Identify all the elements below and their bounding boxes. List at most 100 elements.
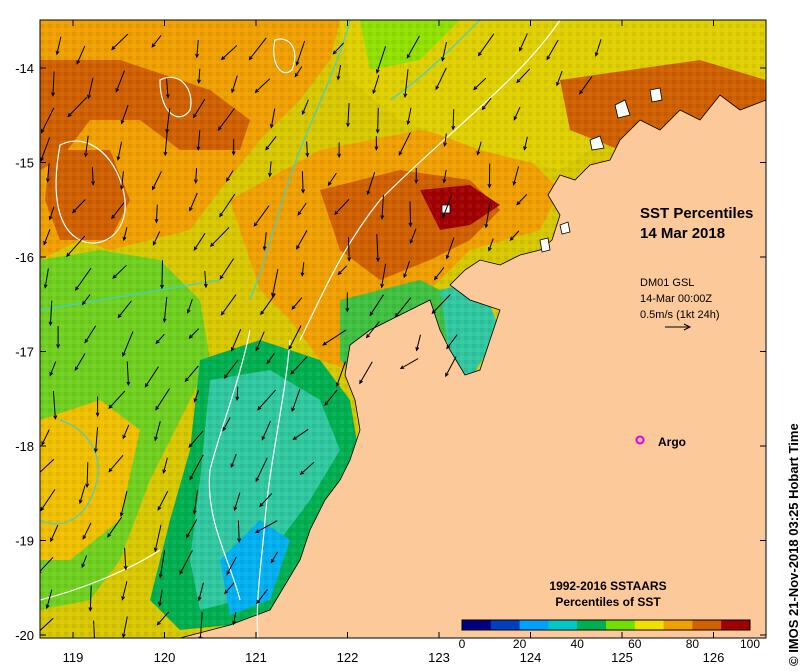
lon-tick-label: 119	[63, 650, 84, 665]
lon-tick-label: 124	[520, 650, 542, 665]
current-vector-head	[195, 53, 200, 59]
current-vector-head	[446, 344, 451, 350]
current-vector-head	[40, 506, 45, 512]
current-vector-head	[451, 125, 456, 131]
current-vector	[416, 334, 421, 351]
current-vector-head	[256, 599, 261, 605]
current-vector	[516, 68, 531, 83]
current-vector-head	[193, 179, 198, 184]
current-vector	[126, 361, 129, 386]
current-vector-head	[220, 311, 225, 316]
land-mass	[179, 94, 766, 638]
colorbar-title-line2: Percentiles of SST	[555, 595, 661, 609]
current-vector	[204, 270, 207, 288]
current-vector	[431, 294, 451, 314]
current-vector	[40, 458, 55, 473]
current-vector-head	[346, 122, 350, 128]
current-vector	[271, 269, 279, 297]
current-vector-head	[50, 537, 54, 543]
current-vector-head	[197, 79, 201, 85]
current-vector	[108, 454, 124, 472]
current-vector-head	[299, 470, 305, 475]
current-vector	[237, 520, 240, 542]
current-vector	[40, 489, 56, 511]
lat-tick-label: -19	[15, 534, 34, 549]
current-vector	[249, 37, 267, 60]
current-vector	[155, 388, 171, 410]
current-vector-head	[78, 499, 83, 505]
current-vector-head	[288, 345, 293, 350]
current-vector-head	[91, 181, 95, 186]
current-vector	[231, 75, 238, 93]
current-vector	[84, 325, 97, 343]
current-vector-head	[122, 236, 127, 242]
current-vector	[154, 524, 162, 552]
current-vector-head	[409, 239, 414, 245]
current-vector-head	[296, 245, 300, 250]
current-vector-head	[152, 241, 157, 246]
coastal-islands	[539, 87, 663, 253]
current-vector	[117, 141, 123, 160]
current-vector	[219, 193, 236, 217]
current-vector	[193, 232, 206, 251]
current-vector-head	[301, 189, 306, 194]
current-vector	[221, 45, 238, 60]
current-vector	[44, 268, 49, 288]
current-vector	[159, 550, 166, 578]
current-vector-head	[237, 538, 242, 543]
current-vector-head	[300, 272, 305, 277]
current-vector	[477, 141, 482, 155]
current-vector-head	[248, 55, 253, 61]
colorbar-frame	[461, 619, 751, 631]
cyan-contours	[40, 20, 481, 525]
current-vector-head	[254, 529, 260, 533]
current-vector	[193, 490, 198, 514]
current-vector	[255, 457, 268, 482]
current-vector-head	[220, 56, 226, 61]
current-vector	[111, 202, 125, 219]
current-vector	[189, 454, 204, 480]
current-vector-head	[87, 94, 91, 100]
current-vector	[49, 361, 57, 376]
current-vector-head	[516, 78, 521, 84]
current-vector-head	[71, 209, 77, 214]
current-vector	[301, 262, 305, 276]
current-vector	[348, 237, 350, 261]
current-vector	[395, 297, 412, 318]
colorbar-tick-label: 80	[686, 637, 700, 651]
current-vector	[334, 199, 350, 215]
current-vector	[222, 417, 231, 431]
current-vector	[224, 359, 239, 379]
current-vector-head	[186, 309, 191, 314]
current-vector	[151, 34, 162, 48]
current-vector	[259, 493, 273, 507]
current-vector	[115, 70, 125, 92]
current-vector-head	[442, 178, 447, 184]
current-vector	[81, 555, 88, 568]
current-vector-head	[270, 558, 275, 564]
current-vector-head	[162, 318, 167, 323]
colorbar-swatch	[721, 620, 751, 630]
current-vector-head	[265, 146, 270, 151]
current-vector	[359, 361, 373, 384]
current-vector	[195, 168, 198, 183]
current-vector-head	[117, 313, 122, 319]
current-vector-head	[394, 313, 399, 318]
current-vector-head	[165, 94, 170, 99]
current-vector	[270, 551, 279, 563]
current-vector-head	[126, 381, 131, 387]
current-vector-head	[408, 222, 413, 228]
lat-tick-label: -17	[15, 345, 34, 360]
current-vector	[76, 45, 86, 64]
current-vector	[40, 617, 54, 632]
current-vector	[519, 33, 528, 51]
current-vector	[86, 462, 89, 487]
current-vector	[46, 589, 53, 609]
current-vector-head	[224, 589, 229, 595]
current-vector-head	[56, 344, 61, 349]
current-vector	[179, 550, 193, 575]
current-vector-head	[271, 292, 275, 298]
current-vector	[288, 325, 302, 350]
current-vector	[87, 77, 94, 99]
current-vector-head	[266, 359, 271, 365]
